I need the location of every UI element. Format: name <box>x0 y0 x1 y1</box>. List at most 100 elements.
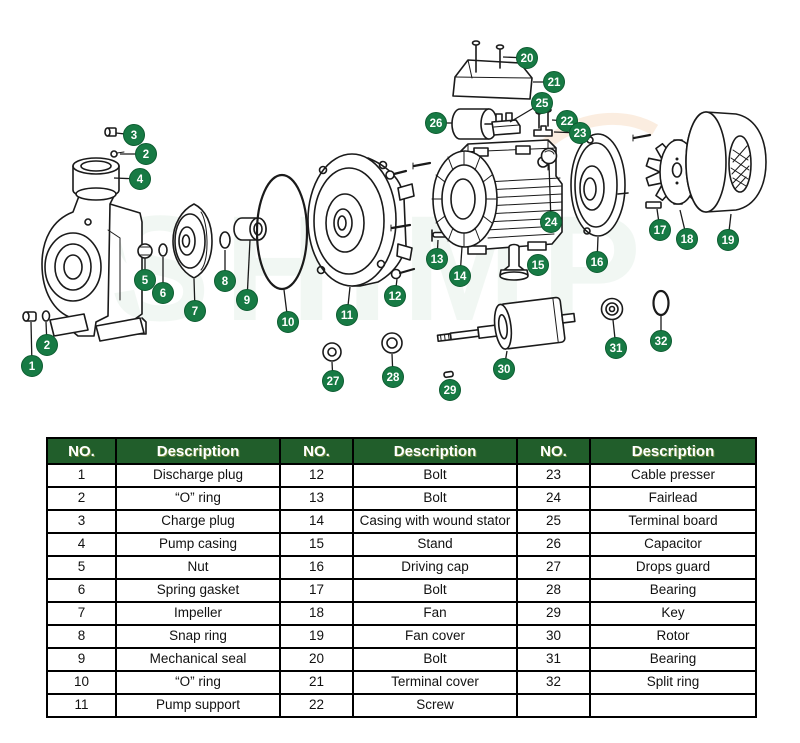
part-number-cell <box>516 693 591 718</box>
part-bearing-31 <box>600 297 624 321</box>
part-description-cell: Split ring <box>589 670 757 695</box>
table-row: 9 Mechanical seal 20 Bolt 31 Bearing <box>46 647 757 672</box>
part-number-cell: 22 <box>279 693 354 718</box>
part-number-cell: 20 <box>279 647 354 672</box>
part-badge-14: 14 <box>449 246 471 287</box>
part-bearing-28 <box>381 332 403 354</box>
part-o-ring-small-upper <box>110 150 125 158</box>
part-badge-25: 25 <box>509 92 553 123</box>
parts-table-head-row: NO. Description NO. Description NO. Descripti… <box>46 437 757 465</box>
svg-text:21: 21 <box>548 77 561 89</box>
part-number-cell: 19 <box>279 624 354 649</box>
part-badge-18: 18 <box>676 209 698 250</box>
part-badge-8: 8 <box>214 250 236 292</box>
part-badge-5: 5 <box>134 258 156 291</box>
part-description-cell: Fan cover <box>352 624 518 649</box>
parts-table: NO. Description NO. Description NO. Descripti… <box>46 437 757 718</box>
svg-text:30: 30 <box>498 364 511 376</box>
part-description-cell: Bolt <box>352 578 518 603</box>
svg-text:18: 18 <box>681 234 694 246</box>
part-number-cell: 4 <box>46 532 117 557</box>
part-description-cell: Charge plug <box>115 509 281 534</box>
svg-text:31: 31 <box>610 343 623 355</box>
part-pump-support <box>307 153 415 287</box>
part-description-cell: Key <box>589 601 757 626</box>
part-description-cell: Driving cap <box>352 555 518 580</box>
part-description-cell: Bolt <box>352 486 518 511</box>
part-bolt-17 <box>632 133 662 209</box>
part-number-cell: 5 <box>46 555 117 580</box>
table-row: 4 Pump casing 15 Stand 26 Capacitor <box>46 532 757 557</box>
part-badge-6: 6 <box>152 257 174 304</box>
part-capacitor <box>451 108 498 140</box>
table-row: 1 Discharge plug 12 Bolt 23 Cable presser <box>46 463 757 488</box>
part-terminal-board <box>491 112 521 136</box>
table-row: 3 Charge plug 14 Casing with wound stator 25… <box>46 509 757 534</box>
svg-text:16: 16 <box>591 257 604 269</box>
svg-text:4: 4 <box>137 174 144 186</box>
part-number-cell: 18 <box>279 601 354 626</box>
part-description-cell: Drops guard <box>589 555 757 580</box>
badge-layer: 3245678921101112131415262520212223241617… <box>21 47 739 401</box>
parts-table-body: 1 Discharge plug 12 Bolt 23 Cable presser 2 “O”… <box>46 463 757 718</box>
table-row: 10 “O” ring 21 Terminal cover 32 Split ring <box>46 670 757 695</box>
part-impeller <box>172 203 213 279</box>
part-badge-29: 29 <box>439 379 461 401</box>
part-terminal-cover <box>452 59 533 100</box>
part-description-cell: Terminal board <box>589 509 757 534</box>
part-number-cell: 25 <box>516 509 591 534</box>
part-badge-19: 19 <box>717 213 739 251</box>
part-description-cell: Cable presser <box>589 463 757 488</box>
part-number-cell: 8 <box>46 624 117 649</box>
part-rotor <box>436 296 576 350</box>
svg-text:7: 7 <box>192 306 198 318</box>
part-description-cell: Rotor <box>589 624 757 649</box>
svg-text:13: 13 <box>431 254 444 266</box>
column-header-no: NO. <box>46 437 117 465</box>
column-header-description: Description <box>115 437 281 465</box>
svg-text:22: 22 <box>561 116 574 128</box>
part-badge-4: 4 <box>113 168 151 190</box>
svg-text:6: 6 <box>160 288 166 300</box>
part-motor-casing <box>431 139 563 255</box>
exploded-view-diagram: SHIMP <box>21 40 767 401</box>
part-number-cell: 11 <box>46 693 117 718</box>
part-badge-15: 15 <box>527 254 549 276</box>
part-number-cell: 28 <box>516 578 591 603</box>
part-number-cell: 26 <box>516 532 591 557</box>
part-number-cell: 15 <box>279 532 354 557</box>
part-description-cell: Pump support <box>115 693 281 718</box>
part-description-cell: Discharge plug <box>115 463 281 488</box>
part-badge-21: 21 <box>533 71 565 93</box>
column-header-description: Description <box>589 437 757 465</box>
part-number-cell: 12 <box>279 463 354 488</box>
part-badge-26: 26 <box>425 112 452 134</box>
part-description-cell: Spring gasket <box>115 578 281 603</box>
part-badge-32: 32 <box>650 316 672 352</box>
part-description-cell: Mechanical seal <box>115 647 281 672</box>
part-o-ring-large <box>255 173 309 291</box>
svg-text:28: 28 <box>387 372 400 384</box>
table-row: 8 Snap ring 19 Fan cover 30 Rotor <box>46 624 757 649</box>
svg-text:19: 19 <box>722 235 735 247</box>
svg-text:25: 25 <box>536 98 549 110</box>
part-description-cell: Fairlead <box>589 486 757 511</box>
svg-text:10: 10 <box>282 317 295 329</box>
part-pump-casing <box>41 157 147 342</box>
part-fan-cover <box>685 111 767 213</box>
part-description-cell: Snap ring <box>115 624 281 649</box>
part-number-cell: 23 <box>516 463 591 488</box>
part-discharge-plug <box>22 311 37 322</box>
part-charge-plug <box>104 127 117 137</box>
part-number-cell: 2 <box>46 486 117 511</box>
part-number-cell: 14 <box>279 509 354 534</box>
part-description-cell: Impeller <box>115 601 281 626</box>
part-number-cell: 27 <box>516 555 591 580</box>
part-description-cell: Casing with wound stator <box>352 509 518 534</box>
part-badge-11: 11 <box>336 286 358 326</box>
part-drops-guard <box>322 342 342 362</box>
part-badge-13: 13 <box>426 239 448 270</box>
part-spring-gasket <box>158 243 168 257</box>
table-row: 5 Nut 16 Driving cap 27 Drops guard <box>46 555 757 580</box>
part-badge-30: 30 <box>493 350 515 380</box>
